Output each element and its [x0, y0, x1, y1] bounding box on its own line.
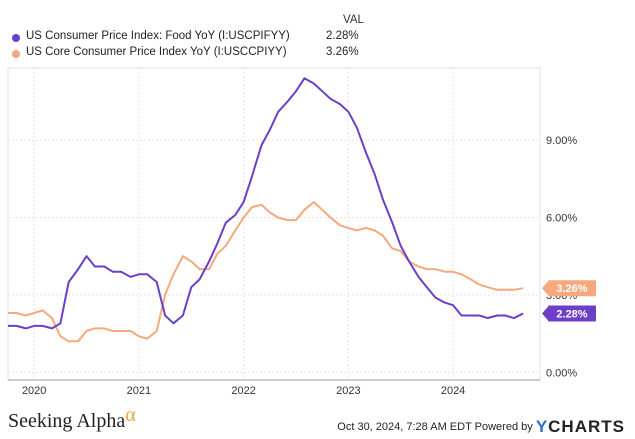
y-tick-label-3: 9.00% [546, 135, 577, 147]
end-label-pointer-0 [542, 305, 549, 322]
ycharts-logo: YCHARTS [536, 417, 625, 436]
footer-attribution: Oct 30, 2024, 7:28 AM EDT Powered by YCH… [337, 417, 625, 437]
series-line-1 [8, 201, 524, 343]
end-label-pointer-1 [542, 280, 549, 297]
end-label-box-1 [548, 280, 596, 297]
alpha-symbol: α [125, 404, 136, 426]
legend-value-core-cpi: 3.26% [326, 46, 359, 58]
legend-value-food-cpi: 2.28% [326, 30, 359, 42]
x-tick-label-4: 2024 [441, 385, 465, 397]
legend-label-food-cpi: US Consumer Price Index: Food YoY (I:USC… [26, 30, 290, 42]
legend-item-core-cpi[interactable]: US Core Consumer Price Index YoY (I:USCC… [8, 46, 368, 62]
ycharts-wordmark: CHARTS [548, 417, 625, 436]
seeking-alpha-logo: Seeking Alphaα [8, 404, 136, 433]
x-tick-label-3: 2023 [336, 385, 360, 397]
ycharts-y: Y [535, 417, 549, 436]
end-label-text-1: 3.26% [556, 283, 587, 295]
plot-frame [7, 67, 541, 381]
legend-dot-food-cpi [12, 34, 20, 42]
legend-value-header: VAL [343, 14, 364, 26]
x-tick-label-0: 2020 [22, 385, 46, 397]
x-tick-label-1: 2021 [127, 385, 151, 397]
legend-item-food-cpi[interactable]: US Consumer Price Index: Food YoY (I:USC… [8, 30, 368, 46]
end-label-box-0 [548, 305, 596, 322]
legend-dot-core-cpi [12, 50, 20, 58]
series-line-0 [8, 77, 524, 330]
seeking-alpha-wordmark: Seeking Alpha [8, 410, 126, 432]
legend-label-core-cpi: US Core Consumer Price Index YoY (I:USCC… [26, 46, 287, 58]
x-tick-label-2: 2022 [231, 385, 255, 397]
y-tick-label-0: 0.00% [546, 367, 577, 379]
end-label-text-0: 2.28% [556, 308, 587, 320]
timestamp-text: Oct 30, 2024, 7:28 AM EDT Powered by [337, 421, 533, 433]
y-tick-label-2: 6.00% [546, 213, 577, 225]
